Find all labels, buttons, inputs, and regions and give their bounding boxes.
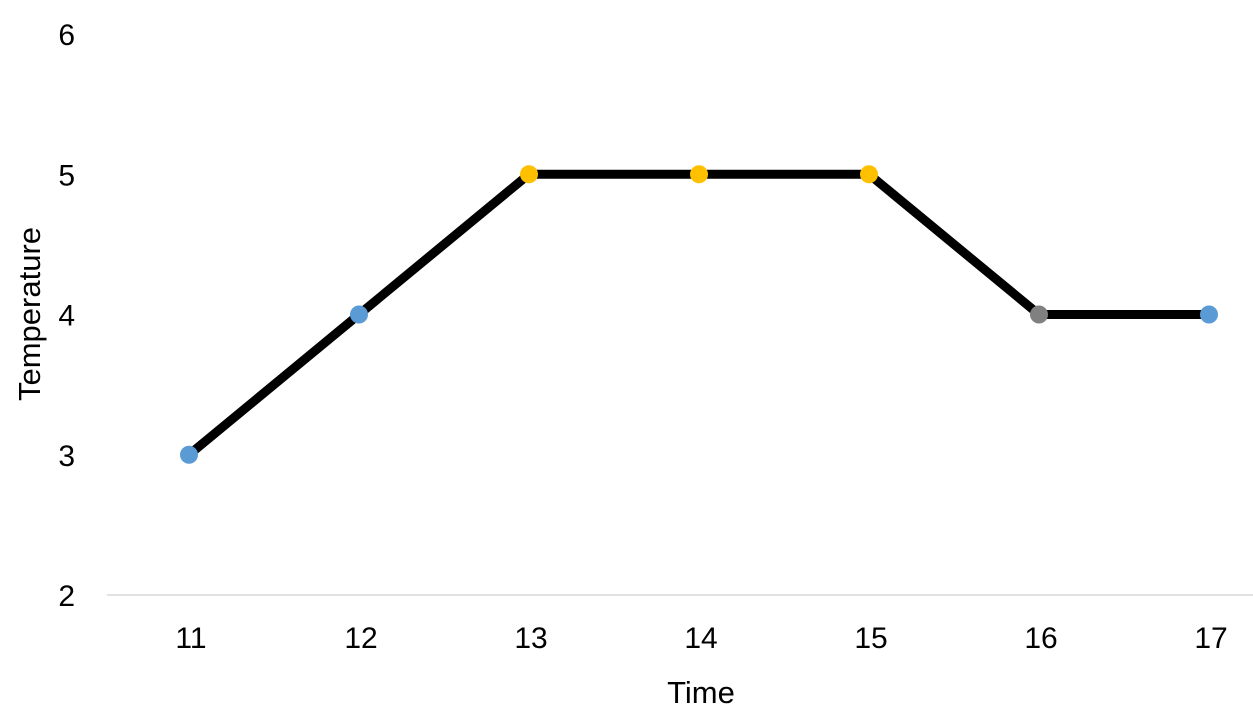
x-tick-label: 14 [684,622,717,655]
y-tick-label: 2 [58,580,75,613]
data-point [1200,305,1218,324]
series-line-segment [864,169,1044,319]
series-line-segment [184,310,364,460]
series-lines [184,169,1214,460]
data-point [180,445,198,464]
x-tick-label: 15 [854,622,887,655]
x-axis-title: Time [667,675,735,710]
data-point [350,305,368,324]
y-tick-label: 4 [58,300,75,333]
series-line-segment [354,169,534,319]
y-tick-label: 6 [58,19,75,52]
y-tick-label: 5 [58,159,75,192]
data-point [520,165,538,184]
series-points [180,165,1218,464]
x-axis-ticks: 11 12 13 14 15 16 17 [175,622,1227,655]
x-tick-label: 17 [1194,622,1227,655]
data-point [860,165,878,184]
data-point [690,165,708,184]
y-tick-label: 3 [58,440,75,473]
y-axis-ticks: 2 3 4 5 6 [58,19,75,613]
data-point [1030,305,1048,324]
x-tick-label: 11 [175,622,206,655]
y-axis-title: Temperature [12,227,47,401]
x-tick-label: 13 [514,622,547,655]
x-tick-label: 12 [344,622,377,655]
x-tick-label: 16 [1024,622,1057,655]
